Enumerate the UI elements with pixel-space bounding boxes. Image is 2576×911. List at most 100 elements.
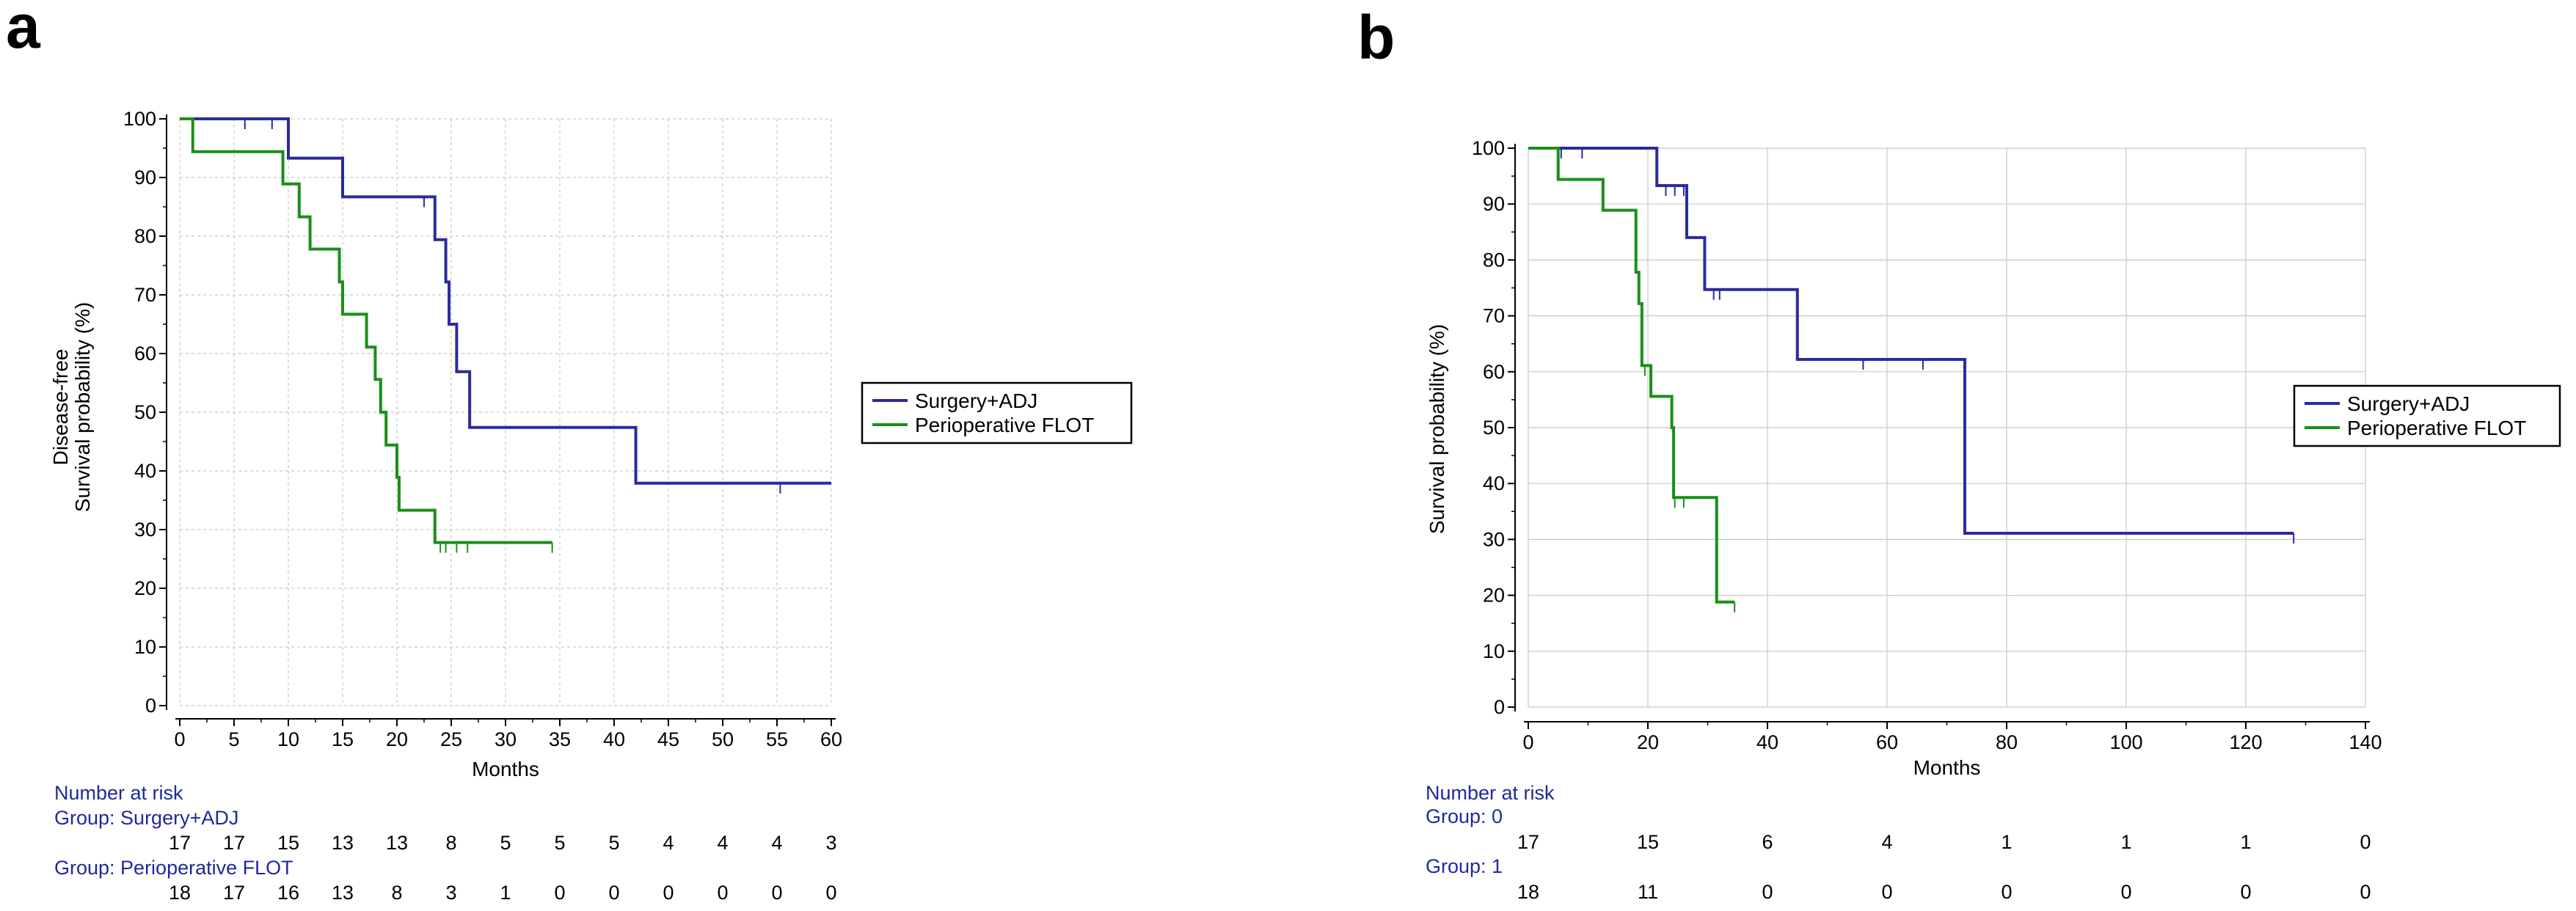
y-tick-label: 50 [134,401,156,423]
risk-count: 0 [1881,881,1892,903]
risk-count: 6 [1762,831,1773,853]
x-axis-label: Months [1913,756,1981,779]
y-tick-label: 50 [1483,417,1505,439]
risk-count: 4 [771,832,782,854]
risk-count: 17 [169,832,191,854]
x-tick-label: 25 [440,728,462,750]
x-tick-label: 15 [332,728,354,750]
risk-count: 17 [223,832,245,854]
risk-count: 5 [554,832,565,854]
risk-count: 0 [825,882,836,904]
y-tick-label: 100 [1472,137,1505,159]
x-tick-label: 0 [174,728,185,750]
risk-count: 5 [608,832,619,854]
y-axis-label-line1: Disease-free [49,349,72,466]
risk-count: 1 [2001,831,2012,853]
risk-count: 1 [500,882,511,904]
y-tick-label: 70 [1483,305,1505,327]
risk-count: 18 [1517,881,1539,903]
risk-count: 17 [1517,831,1539,853]
legend-box [2293,384,2561,447]
y-tick-label: 90 [1483,193,1505,215]
x-axis-label: Months [472,758,539,780]
risk-count: 4 [663,832,674,854]
y-tick-label: 100 [123,108,156,130]
risk-count: 15 [1637,831,1659,853]
risk-count: 0 [1762,881,1773,903]
risk-count: 5 [500,832,511,854]
y-tick-label: 40 [134,460,156,482]
risk-count: 1 [2240,831,2251,853]
risk-count: 17 [223,882,245,904]
risk-count: 8 [391,882,402,904]
legend-entry: Surgery+ADJ [915,389,1037,412]
x-tick-label: 60 [1876,731,1898,753]
risk-count: 16 [277,882,299,904]
risk-count: 18 [169,882,191,904]
x-tick-label: 40 [603,728,625,750]
y-tick-label: 0 [1494,696,1505,718]
x-tick-label: 45 [657,728,679,750]
risk-count: 4 [1881,831,1892,853]
y-tick-label: 70 [134,284,156,306]
risk-count: 0 [2001,881,2012,903]
x-tick-label: 40 [1756,731,1778,753]
y-tick-label: 20 [1483,585,1505,607]
x-tick-label: 60 [820,728,842,750]
x-tick-label: 5 [228,728,239,750]
panel-label-a: a [6,0,41,61]
x-tick-label: 140 [2349,731,2382,753]
x-tick-label: 10 [277,728,299,750]
y-tick-label: 60 [1483,361,1505,383]
km-curve-perioperative-flot [180,117,552,544]
risk-group-label: Group: 1 [1426,855,1503,877]
risk-count: 11 [1638,881,1658,903]
risk-count: 0 [2120,881,2131,903]
x-tick-label: 35 [549,728,571,750]
legend-entry: Perioperative FLOT [2347,417,2526,439]
risk-count: 0 [2360,831,2371,853]
x-tick-label: 50 [712,728,734,750]
risk-count: 0 [554,882,565,904]
y-axis-label: Survival probability (%) [1426,324,1448,534]
legend-entry: Surgery+ADJ [2347,392,2470,415]
y-axis-label: Survival probability (%) [71,302,94,512]
y-tick-label: 10 [1483,640,1505,662]
x-tick-label: 120 [2229,731,2262,753]
risk-count: 0 [2240,881,2251,903]
km-curve-surgery-adj [1528,147,2294,535]
risk-count: 1 [2120,831,2131,853]
risk-count: 0 [2360,881,2371,903]
risk-group-label: Group: 0 [1426,805,1503,827]
risk-count: 8 [445,832,456,854]
y-tick-label: 80 [134,225,156,247]
risk-table-title: Number at risk [1426,782,1555,804]
risk-group-label: Group: Perioperative FLOT [54,857,293,879]
risk-count: 13 [332,832,354,854]
km-curve-perioperative-flot [1528,147,1735,604]
risk-count: 3 [825,832,836,854]
y-tick-label: 90 [134,167,156,189]
legend-entry: Perioperative FLOT [915,414,1094,436]
legend-box [861,381,1133,444]
risk-count: 0 [717,882,728,904]
km-curve-surgery-adj [180,117,831,485]
y-tick-label: 60 [134,343,156,365]
risk-count: 0 [608,882,619,904]
risk-group-label: Group: Surgery+ADJ [54,807,238,829]
risk-count: 3 [445,882,456,904]
risk-count: 0 [663,882,674,904]
y-tick-label: 0 [145,695,156,717]
panel-label-b: b [1357,3,1395,72]
x-tick-label: 20 [1637,731,1659,753]
y-tick-label: 10 [134,636,156,658]
x-tick-label: 55 [766,728,788,750]
risk-count: 15 [277,832,299,854]
risk-count: 4 [717,832,728,854]
risk-count: 13 [386,832,408,854]
y-tick-label: 40 [1483,472,1505,494]
x-tick-label: 20 [386,728,408,750]
risk-count: 13 [332,882,354,904]
